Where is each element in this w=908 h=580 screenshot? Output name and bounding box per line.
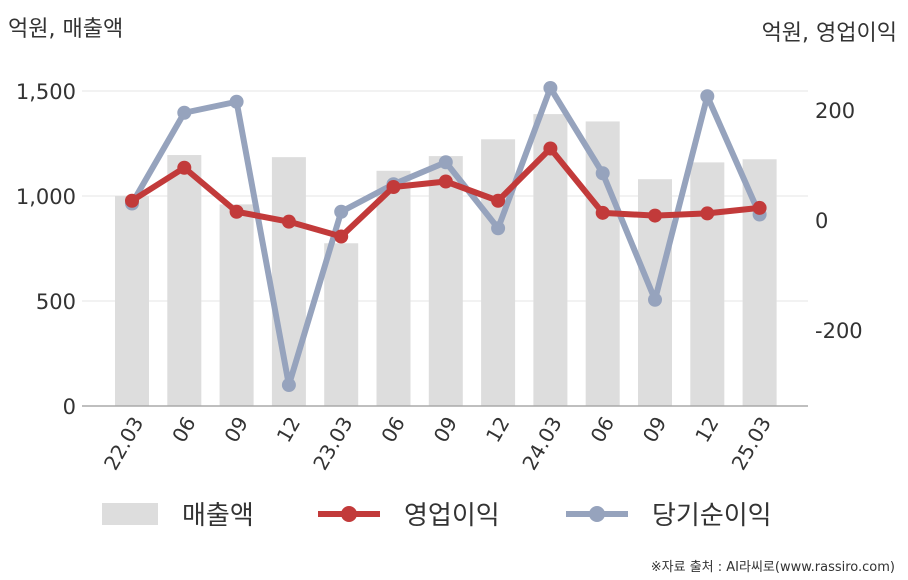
operating-profit-point <box>491 193 506 208</box>
net-income-point <box>491 221 506 236</box>
left-axis-unit-label: 억원, 매출액 <box>8 17 123 42</box>
operating-profit-point <box>595 205 610 220</box>
net-income-point <box>229 94 244 109</box>
net-income-point <box>543 81 558 95</box>
x-tick-label: 06 <box>376 413 410 447</box>
revenue-bar <box>271 157 306 406</box>
right-tick-label: 0 <box>815 209 828 233</box>
legend-swatch-marker <box>589 506 605 522</box>
left-tick-label: 0 <box>63 395 76 419</box>
operating-profit-point <box>543 141 558 156</box>
net-income-point <box>177 105 192 120</box>
net-income-point <box>281 378 296 392</box>
legend-label: 영업이익 <box>404 501 500 531</box>
legend-label: 매출액 <box>182 501 254 531</box>
right-tick-label: -200 <box>815 319 863 343</box>
revenue-bar <box>428 156 463 406</box>
x-tick-label: 09 <box>219 413 253 447</box>
operating-profit-point <box>125 193 139 208</box>
legend-swatch-revenue <box>102 503 158 525</box>
operating-profit-point <box>386 180 401 194</box>
net-income-point <box>334 204 349 219</box>
revenue-bar <box>585 121 620 406</box>
revenue-bar <box>167 155 202 406</box>
net-income-point <box>438 155 453 170</box>
revenue-bar <box>481 139 516 407</box>
operating-profit-point <box>177 160 192 175</box>
operating-profit-point <box>438 174 453 189</box>
source-note: ※자료 출처 : AI라씨로(www.rassiro.com) <box>651 560 895 575</box>
operating-profit-point <box>229 204 244 219</box>
left-tick-label: 1,000 <box>16 185 76 209</box>
profit-lines <box>125 81 767 392</box>
revenue-bar <box>742 159 777 406</box>
right-tick-label: 200 <box>815 99 855 123</box>
x-tick-label: 22.03 <box>99 413 148 475</box>
net-income-point <box>595 166 610 181</box>
legend: 매출액 영업이익 당기순이익 <box>102 501 772 531</box>
x-tick-label: 09 <box>429 413 463 447</box>
operating-profit-point <box>700 206 715 221</box>
legend-swatch-marker <box>341 506 357 522</box>
right-axis-unit-label: 억원, 영업이익 <box>762 21 897 46</box>
revenue-bar <box>690 162 725 406</box>
x-tick-label: 06 <box>167 413 201 447</box>
revenue-bar <box>376 170 411 406</box>
revenue-bars <box>115 114 777 407</box>
operating-profit-point <box>752 200 767 215</box>
x-tick-label: 25.03 <box>727 413 776 475</box>
x-tick-label: 12 <box>272 413 306 447</box>
legend-label: 당기순이익 <box>652 501 772 531</box>
x-tick-label: 23.03 <box>308 413 357 475</box>
net-income-point <box>648 292 662 307</box>
operating-profit-point <box>648 208 662 223</box>
left-tick-label: 500 <box>36 290 76 314</box>
x-tick-label: 12 <box>690 413 724 447</box>
revenue-bar <box>115 196 149 406</box>
revenue-bar <box>219 204 254 406</box>
operating-profit-point <box>334 229 349 244</box>
x-tick-label: 24.03 <box>517 413 566 475</box>
revenue-bar <box>324 243 359 406</box>
x-tick-label: 09 <box>638 413 672 447</box>
x-tick-label: 12 <box>481 413 515 447</box>
x-tick-label: 06 <box>586 413 620 447</box>
operating-profit-point <box>281 214 296 229</box>
net-income-point <box>700 89 715 104</box>
left-tick-label: 1,500 <box>16 80 76 104</box>
